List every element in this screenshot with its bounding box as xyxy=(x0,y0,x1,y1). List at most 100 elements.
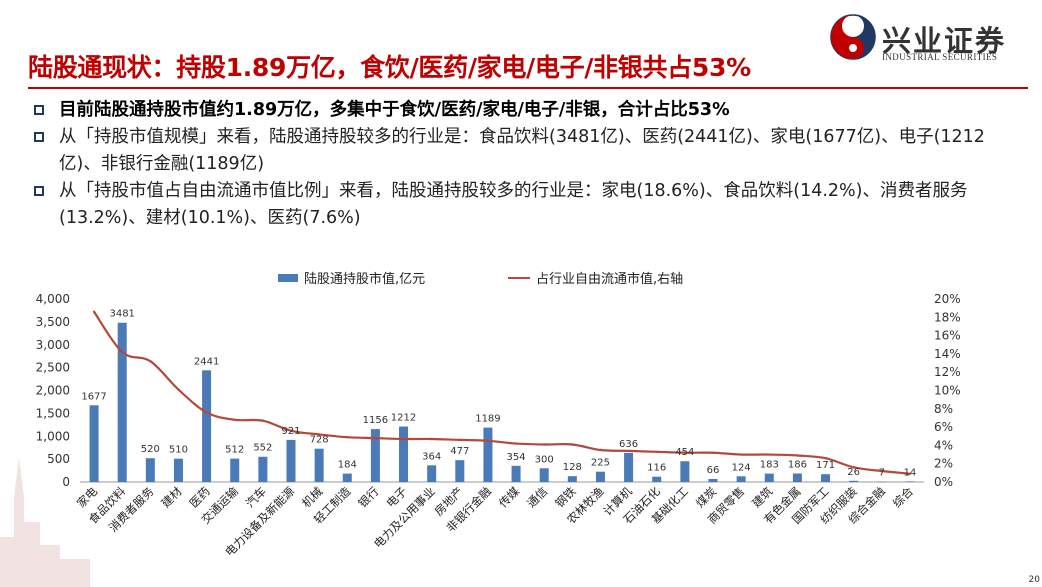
brand-logo-block: 兴业证券 INDUSTRIAL SECURITIES xyxy=(830,10,1035,64)
bar xyxy=(427,465,437,482)
bar-value-label: 128 xyxy=(563,462,582,473)
bar xyxy=(314,448,324,482)
left-axis-tick-label: 2,000 xyxy=(36,384,70,398)
bar xyxy=(511,465,521,482)
line-point xyxy=(908,472,912,475)
bar-value-label: 186 xyxy=(788,459,807,470)
bar xyxy=(764,473,774,482)
line-point xyxy=(599,448,602,452)
bar xyxy=(708,478,718,482)
bar xyxy=(258,456,268,482)
bar xyxy=(792,473,802,482)
bar-value-label: 124 xyxy=(732,462,751,473)
right-axis-tick-label: 0% xyxy=(934,475,953,489)
bar-value-label: 66 xyxy=(707,465,720,476)
right-axis-tick-label: 8% xyxy=(934,402,953,416)
bar-value-label: 364 xyxy=(422,451,441,462)
bullet-item: 从「持股市值占自由流通市值比例」来看，陆股通持股较多的行业是：家电(18.6%)… xyxy=(34,178,1024,232)
bar-value-label: 636 xyxy=(619,439,638,450)
line-point xyxy=(374,436,377,440)
legend-line-label: 占行业自由流通市值,右轴 xyxy=(536,271,683,287)
right-axis-tick-label: 6% xyxy=(934,420,953,434)
bar-value-label: 454 xyxy=(675,447,694,458)
line-point xyxy=(121,350,124,354)
line-series xyxy=(92,310,912,475)
category-label: 银行 xyxy=(355,484,381,510)
bar xyxy=(370,429,380,482)
bullet-item: 目前陆股通持股市值约1.89万亿，多集中于食饮/医药/家电/电子/非银，合计占比… xyxy=(34,97,1024,124)
bar-value-label: 14 xyxy=(904,467,917,478)
brand-logo-icon xyxy=(830,14,876,60)
right-axis-tick-label: 18% xyxy=(934,310,961,324)
share-line xyxy=(93,311,911,475)
square-bullet-icon xyxy=(34,132,44,142)
line-point xyxy=(430,437,433,441)
left-axis-tick-label: 3,000 xyxy=(36,338,70,352)
bar-value-label: 26 xyxy=(847,467,860,478)
page-number: 20 xyxy=(1028,575,1040,585)
bar-value-label: 171 xyxy=(816,460,835,471)
bar-value-label: 7 xyxy=(879,468,885,479)
bar xyxy=(736,476,746,482)
line-point xyxy=(683,451,687,454)
chart-axes: 0 500 1,000 1,500 2,000 2,500 3,000 3,500 4,000 0… xyxy=(36,292,961,489)
bar-value-label: 184 xyxy=(338,460,357,471)
bar xyxy=(624,452,634,482)
line-point xyxy=(289,429,293,432)
line-point xyxy=(261,419,265,422)
line-point xyxy=(149,360,152,363)
line-point xyxy=(768,453,771,456)
bar-value-label: 1189 xyxy=(475,414,500,425)
left-axis-tick-label: 0 xyxy=(62,475,70,489)
right-axis-tick-label: 10% xyxy=(934,384,961,398)
right-axis-tick-label: 4% xyxy=(934,438,953,452)
bar-value-label: 512 xyxy=(225,445,244,456)
left-axis-tick-label: 500 xyxy=(47,452,70,466)
bar xyxy=(399,426,409,482)
bar-data-labels: 1677 3481 520 510 2441 512 552 921 728 184 1156 121… xyxy=(81,309,916,479)
bullet-text: 从「持股市值占自由流通市值比例」来看，陆股通持股较多的行业是：家电(18.6%)… xyxy=(59,181,968,228)
bar xyxy=(117,322,127,482)
bullet-text: 目前陆股通持股市值约1.89万亿，多集中于食饮/医药/家电/电子/非银，合计占比… xyxy=(59,100,730,120)
line-point xyxy=(543,443,546,446)
bar xyxy=(652,476,662,482)
bar-value-label: 354 xyxy=(507,452,526,463)
square-bullet-icon xyxy=(34,105,44,115)
combo-chart: 陆股通持股市值,亿元 占行业自由流通市值,右轴 0 500 1,000 1,500 2,… xyxy=(36,271,961,559)
bar xyxy=(286,439,296,482)
category-label: 通信 xyxy=(524,484,550,510)
line-point xyxy=(317,433,321,436)
bar-series xyxy=(89,322,915,483)
bar-value-label: 520 xyxy=(141,444,160,455)
bar-value-label: 116 xyxy=(647,463,666,474)
right-axis-tick-label: 14% xyxy=(934,347,961,361)
city-skyline-decoration xyxy=(0,457,90,587)
line-point xyxy=(571,443,574,446)
bar xyxy=(455,460,465,482)
title-divider xyxy=(28,87,1028,89)
category-label: 综合 xyxy=(890,484,917,511)
bar-value-label: 300 xyxy=(535,454,554,465)
line-point xyxy=(402,437,405,441)
right-axis-tick-label: 12% xyxy=(934,365,961,379)
page-title: 陆股通现状：持股1.89万亿，食饮/医药/家电/电子/非银共占53% xyxy=(28,53,751,82)
bar xyxy=(849,480,859,482)
bar-value-label: 1677 xyxy=(81,391,106,402)
line-point xyxy=(824,457,827,460)
bar-value-label: 183 xyxy=(760,460,779,471)
category-label: 传媒 xyxy=(496,484,523,511)
bar xyxy=(89,405,99,482)
bar-value-label: 3481 xyxy=(109,309,134,320)
right-axis-tick-label: 20% xyxy=(934,292,961,306)
line-point xyxy=(233,418,236,421)
line-point xyxy=(458,438,461,442)
bullet-item: 从「持股市值规模」来看，陆股通持股较多的行业是：食品饮料(3481亿)、医药(2… xyxy=(34,124,1024,178)
line-point xyxy=(852,466,855,469)
line-point xyxy=(346,435,349,439)
bar xyxy=(202,370,212,482)
bar-value-label: 921 xyxy=(281,426,300,437)
line-point xyxy=(486,439,490,443)
left-axis-tick-label: 1,500 xyxy=(36,406,70,420)
bar xyxy=(821,474,831,482)
